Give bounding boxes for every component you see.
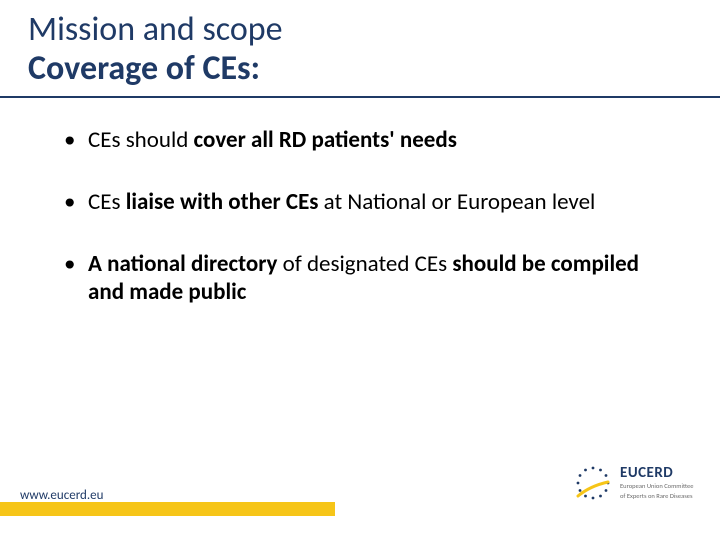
- bullet-segment: at National or European level: [324, 188, 596, 216]
- footer-bar: [0, 502, 335, 516]
- bullet-segment: of designated CEs: [283, 250, 453, 278]
- logo-stars-icon: [572, 462, 614, 504]
- bullet-item: A national directory of designated CEs s…: [64, 250, 680, 306]
- footer-url: www.eucerd.eu: [20, 488, 103, 503]
- bullet-segment: liaise with other CEs: [126, 188, 324, 216]
- title-line-2: Coverage of CEs:: [28, 49, 720, 88]
- bullet-segment: cover all RD patients' needs: [194, 126, 457, 154]
- logo-main: EUCERD: [620, 466, 694, 481]
- title-block: Mission and scope Coverage of CEs:: [0, 0, 720, 98]
- title-line-1: Mission and scope: [28, 10, 720, 49]
- bullet-segment: A national directory: [88, 250, 283, 278]
- logo-text: EUCERD European Union Committee of Exper…: [620, 466, 694, 499]
- footer: www.eucerd.eu EUCERD European Union Comm…: [0, 488, 720, 516]
- logo-sub-1: European Union Committee: [620, 483, 694, 490]
- bullet-item: CEs liaise with other CEs at National or…: [64, 188, 680, 216]
- eucerd-logo: EUCERD European Union Committee of Exper…: [572, 460, 702, 506]
- bullet-segment: CEs: [88, 188, 126, 216]
- bullet-segment: CEs should: [88, 126, 194, 154]
- bullet-item: CEs should cover all RD patients' needs: [64, 126, 680, 154]
- bullet-list: CEs should cover all RD patients' needsC…: [0, 98, 720, 306]
- logo-sub-2: of Experts on Rare Diseases: [620, 493, 694, 500]
